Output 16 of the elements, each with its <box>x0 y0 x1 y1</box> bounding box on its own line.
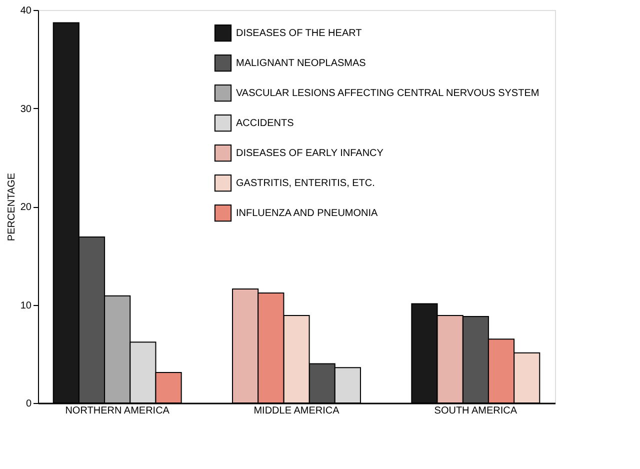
legend-label: ACCIDENTS <box>236 118 294 129</box>
y-tick-label: 40 <box>20 6 32 16</box>
legend-label: INFLUENZA AND PNEUMONIA <box>236 208 378 219</box>
y-tick-label: 0 <box>26 398 32 410</box>
legend-label: VASCULAR LESIONS AFFECTING CENTRAL NERVOUS SYSTEM <box>236 88 540 99</box>
legend-label: MALIGNANT NEOPLASMAS <box>236 58 366 69</box>
x-tick-label: NORTHERN AMERICA <box>65 406 170 416</box>
y-axis-title: PERCENTAGE <box>6 172 18 242</box>
x-tick-label: SOUTH AMERICA <box>434 406 518 416</box>
y-tick-label: 20 <box>20 202 32 213</box>
legend-label: DISEASES OF THE HEART <box>236 28 362 39</box>
y-tick-label: 10 <box>20 300 32 312</box>
legend-label: DISEASES OF EARLY INFANCY <box>236 148 384 159</box>
y-tick-label: 30 <box>20 104 32 115</box>
legend-label: GASTRITIS, ENTERITIS, ETC. <box>236 178 375 189</box>
x-tick-label: MIDDLE AMERICA <box>254 406 340 416</box>
